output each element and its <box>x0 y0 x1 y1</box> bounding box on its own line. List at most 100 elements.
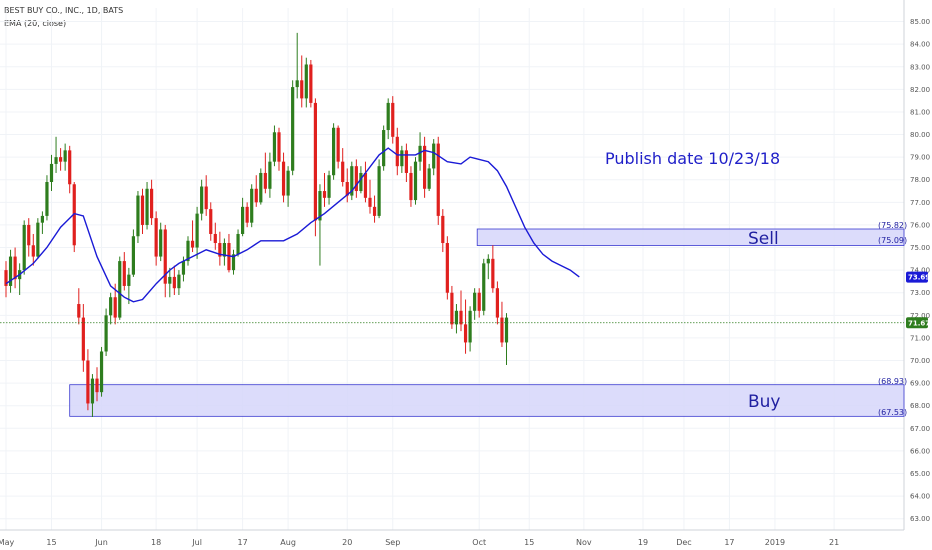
candle-body <box>241 206 245 234</box>
indicator-label[interactable]: EMA (20, close) <box>4 19 67 28</box>
sell-zone <box>476 228 905 246</box>
candle-body <box>22 224 26 271</box>
candle-body <box>318 191 322 221</box>
candle-body <box>190 240 195 248</box>
candle-body <box>354 166 358 192</box>
candle-body <box>104 315 108 352</box>
price-tick-label: 75.00 <box>910 244 930 252</box>
publish-date-annotation: Publish date 10/23/18 <box>605 149 780 168</box>
price-axis[interactable]: 63.00 64.00 65.00 66.00 67.00 68.00 69.00 70.00… <box>910 18 930 523</box>
sell-zone-top-value: (75.82) <box>878 221 907 230</box>
candle-body <box>204 186 208 210</box>
price-tick-label: 65.00 <box>910 470 930 478</box>
candle-body <box>95 378 99 393</box>
price-tick-label: 64.00 <box>910 493 930 501</box>
candle-body <box>391 102 395 137</box>
candle-body <box>350 166 354 196</box>
time-tick-label: 18 <box>151 538 161 547</box>
candle-body <box>72 184 76 246</box>
candle-body <box>54 157 58 164</box>
candle-body <box>218 243 222 257</box>
candle-body <box>8 256 13 286</box>
time-tick-label: 20 <box>342 538 352 547</box>
candle-body <box>250 188 254 223</box>
price-tick-label: 78.00 <box>910 176 930 184</box>
candle-body <box>295 80 299 88</box>
candle-body <box>504 317 509 343</box>
time-tick-label: Aug <box>280 538 296 547</box>
candle-body <box>36 222 40 257</box>
candle-body <box>195 213 199 248</box>
candle-body <box>377 166 381 216</box>
candle-body <box>450 292 454 325</box>
buy-zone-top-value: (68.93) <box>878 377 907 386</box>
candle-body <box>459 310 463 325</box>
candle-body <box>368 197 372 207</box>
candle-body <box>491 258 495 289</box>
price-tick-label: 76.00 <box>910 221 930 229</box>
candle-body <box>127 274 131 286</box>
candle-body <box>327 175 331 198</box>
time-tick-label: Jun <box>94 538 108 547</box>
candle-body <box>27 224 31 246</box>
candle-body <box>236 233 240 255</box>
price-tick-label: 84.00 <box>910 41 930 49</box>
candle-body <box>477 292 481 311</box>
candle-body <box>150 188 154 219</box>
candle-body <box>486 258 490 264</box>
price-tick-label: 74.00 <box>910 267 930 275</box>
candle-body <box>363 172 368 198</box>
price-tick-label: 79.00 <box>910 154 930 162</box>
candle-body <box>313 102 317 221</box>
candle-body <box>177 274 181 289</box>
candle-body <box>49 163 54 182</box>
candle-body <box>309 64 313 103</box>
candle-body <box>345 182 349 196</box>
candle-body <box>404 150 408 173</box>
price-tick-label: 73.00 <box>910 289 930 297</box>
candle-body <box>213 233 217 244</box>
time-tick-label: 17 <box>238 538 248 547</box>
time-axis[interactable]: May 15 Jun 18 Jul 17 Aug 20 Sep Oct 15 Nov 19 Dec 17 20… <box>0 538 839 547</box>
chart-legend: BEST BUY CO., INC., 1D, BATS EMA (20, cl… <box>4 4 123 30</box>
symbol-label[interactable]: BEST BUY CO., INC., 1D, BATS <box>4 6 124 15</box>
time-tick-label: 15 <box>524 538 534 547</box>
candle-body <box>395 136 399 167</box>
price-tick-label: 83.00 <box>910 63 930 71</box>
candle-body <box>181 261 186 275</box>
candle-body <box>136 195 140 237</box>
price-tick-label: 68.00 <box>910 402 930 410</box>
price-tick-label: 66.00 <box>910 447 930 455</box>
candle-body <box>277 132 281 162</box>
candle-body <box>463 324 468 343</box>
svg-text:73.69: 73.69 <box>908 274 930 282</box>
candle-body <box>227 243 231 271</box>
price-tick-label: 80.00 <box>910 131 930 139</box>
candle-body <box>291 87 295 171</box>
candle-body <box>336 127 340 162</box>
candle-body <box>45 182 49 216</box>
time-tick-label: 21 <box>829 538 839 547</box>
candle-body <box>245 206 249 223</box>
candle-body <box>386 102 390 131</box>
candle-body <box>131 236 135 275</box>
ema-price-badge: 73.69 <box>906 271 930 283</box>
candle-body <box>200 186 204 214</box>
time-tick-label: Sep <box>385 538 400 547</box>
candle-body <box>359 172 363 192</box>
candle-body <box>441 215 445 244</box>
candle-body <box>322 191 327 198</box>
candle-body <box>99 351 104 393</box>
candle-body <box>13 256 17 280</box>
candle-body <box>86 360 90 404</box>
candle-body <box>436 143 440 216</box>
candle-body <box>68 150 72 185</box>
candle-body <box>382 130 386 167</box>
candle-body <box>427 168 431 189</box>
candle-body <box>454 310 459 325</box>
candle-body <box>418 145 422 162</box>
candle-body <box>31 245 35 257</box>
candle-body <box>473 292 477 311</box>
candle-body <box>90 378 95 404</box>
